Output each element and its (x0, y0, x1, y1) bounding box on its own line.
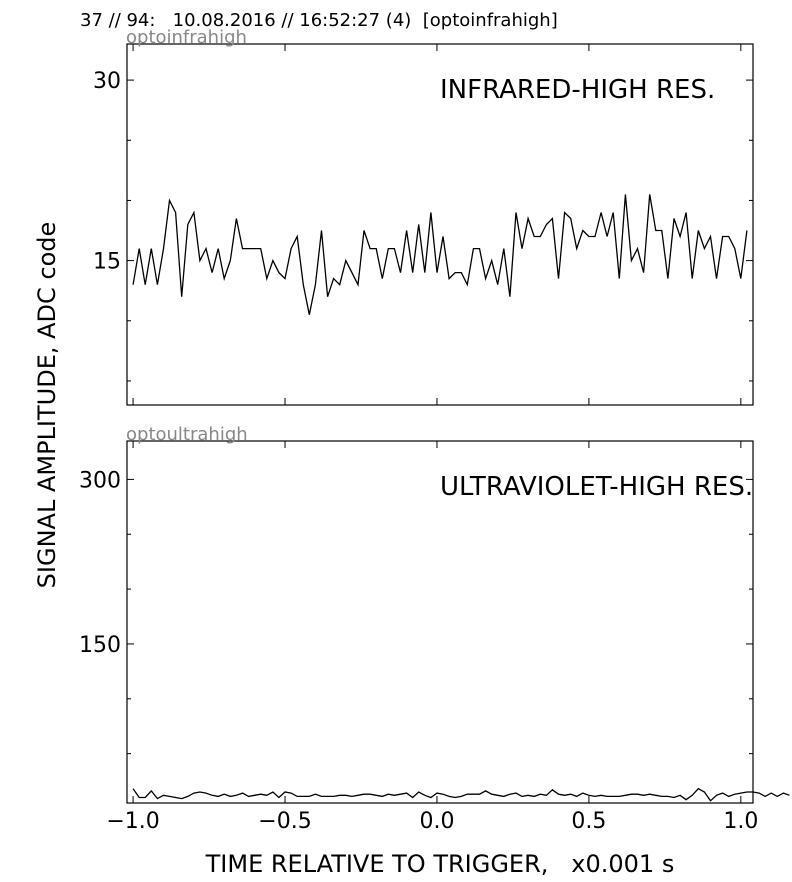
y-tick-label: 30 (93, 69, 121, 94)
y-tick-label: 150 (79, 633, 121, 658)
series-line (132, 787, 790, 802)
y-axis-label: SIGNAL AMPLITUDE, ADC code (33, 222, 61, 589)
panel-2: −1.0 −0.5 0.0 0.5 1.0 150 300 optoultrahigh ULTR… (79, 424, 790, 834)
panel-tag-label: optoultrahigh (126, 424, 248, 445)
y-tick-label: 15 (93, 250, 121, 275)
panel-title: ULTRAVIOLET-HIGH RES. (440, 472, 753, 502)
series-line (132, 194, 748, 315)
x-tick-label: −1.0 (106, 809, 159, 834)
panel-frame (126, 43, 754, 406)
x-tick-label: 0.5 (571, 809, 606, 834)
x-tick-label: 0.0 (419, 809, 454, 834)
x-tick-label: 1.0 (723, 809, 758, 834)
figure-header: 37 // 94: 10.08.2016 // 16:52:27 (4) [op… (80, 10, 558, 31)
x-tick-label: −0.5 (258, 809, 311, 834)
y-tick-label: 300 (79, 468, 121, 493)
panel-title: INFRARED-HIGH RES. (440, 75, 715, 105)
panel-frame (126, 440, 754, 804)
x-axis-label: TIME RELATIVE TO TRIGGER, x0.001 s (205, 850, 675, 878)
panel-tag-label: optoinfrahigh (126, 27, 247, 48)
